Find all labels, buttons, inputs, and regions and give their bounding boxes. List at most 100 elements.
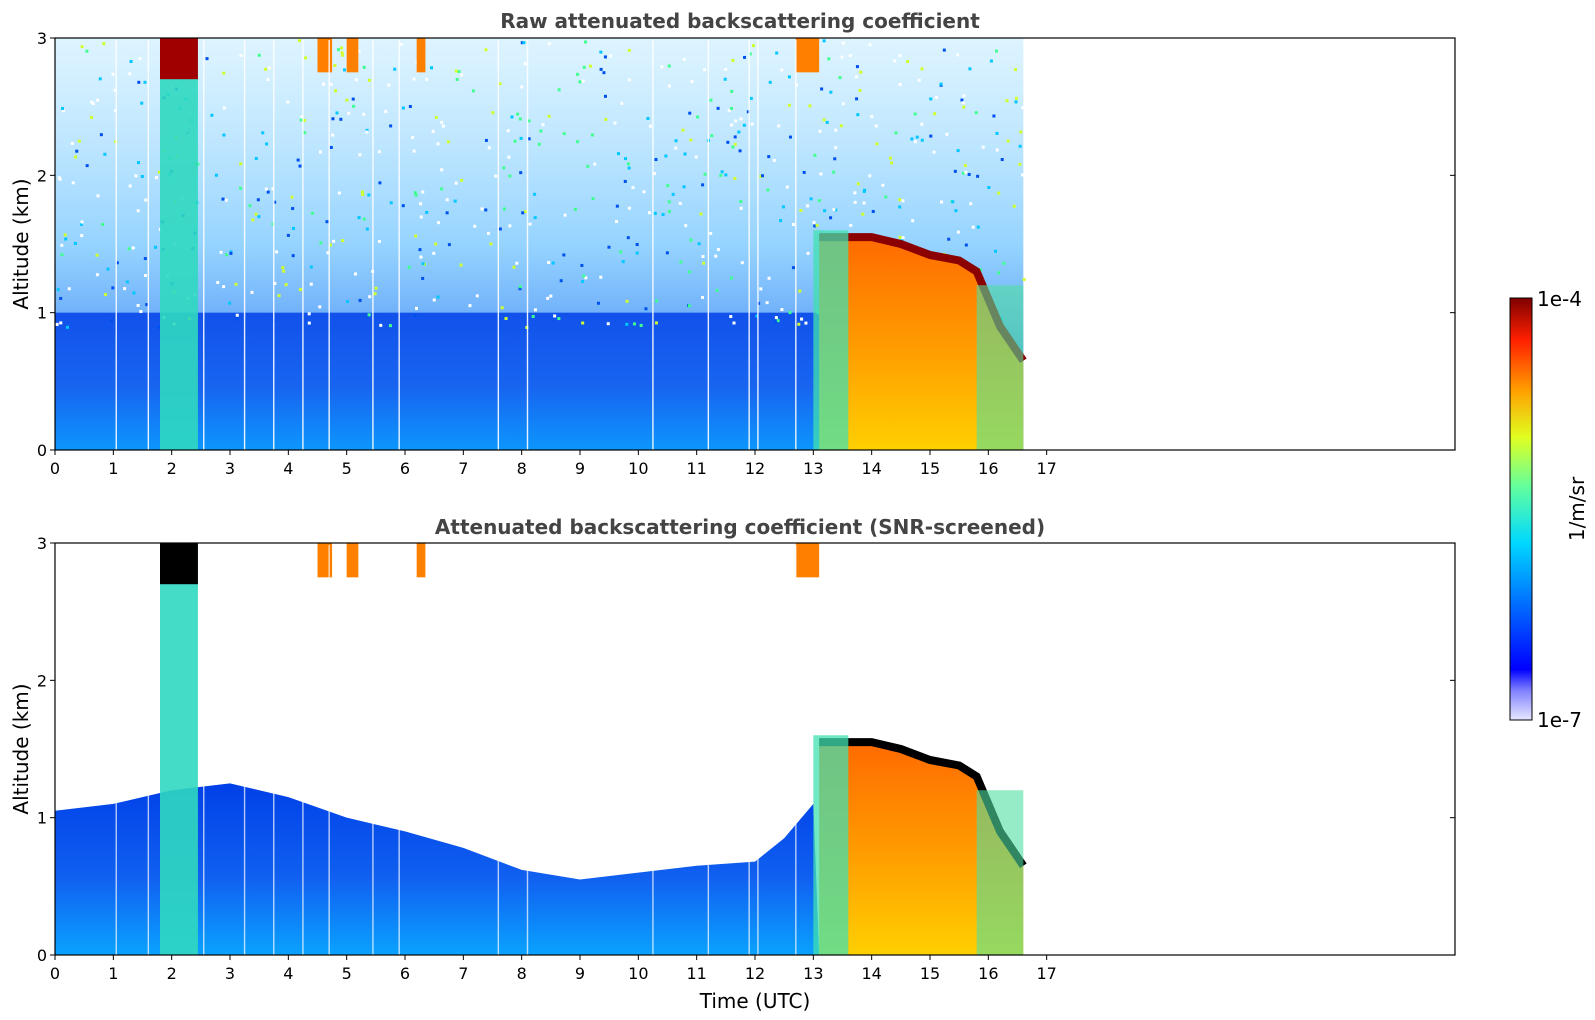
raw-noise-pixel [251, 218, 255, 222]
raw-cloud-tail [976, 285, 1024, 450]
raw-noise-pixel [360, 190, 364, 194]
x-tick-label: 12 [745, 459, 765, 478]
raw-noise-pixel [59, 321, 63, 325]
raw-noise-pixel [515, 261, 519, 265]
raw-noise-pixel [832, 170, 836, 174]
raw-noise-pixel [290, 195, 294, 199]
raw-noise-pixel [667, 64, 671, 68]
raw-noise-pixel [562, 132, 566, 136]
raw-noise-pixel [541, 123, 545, 127]
raw-noise-pixel [1000, 158, 1004, 162]
raw-noise-pixel [956, 53, 960, 57]
screened-virga-column [160, 543, 198, 955]
raw-noise-pixel [273, 200, 277, 204]
raw-x-ticks: 0 1 2 3 4 5 6 7 8 9 10 11 12 13 14 15 16 17 [50, 450, 1057, 478]
raw-noise-pixel [688, 111, 692, 115]
raw-noise-pixel [286, 233, 290, 237]
raw-noise-pixel [606, 322, 610, 326]
raw-noise-pixel [368, 295, 372, 299]
raw-noise-pixel [437, 221, 441, 225]
raw-noise-pixel [377, 150, 381, 154]
raw-noise-pixel [473, 224, 477, 228]
raw-noise-pixel [681, 128, 685, 132]
x-tick-label: 13 [803, 964, 823, 983]
colorbar-gradient [1509, 297, 1533, 721]
raw-noise-pixel [484, 208, 488, 212]
raw-noise-pixel [328, 243, 332, 247]
raw-noise-pixel [709, 98, 713, 102]
raw-noise-pixel [127, 247, 131, 251]
raw-noise-pixel [976, 174, 980, 178]
raw-noise-pixel [96, 98, 100, 102]
raw-noise-pixel [354, 78, 358, 82]
raw-noise-pixel [934, 96, 938, 100]
raw-noise-pixel [508, 224, 512, 228]
raw-noise-pixel [833, 157, 837, 161]
raw-noise-pixel [523, 62, 527, 66]
x-tick-label: 8 [517, 459, 527, 478]
raw-noise-pixel [809, 197, 813, 201]
raw-noise-pixel [727, 109, 731, 113]
raw-noise-pixel [868, 174, 872, 178]
raw-noise-pixel [806, 251, 810, 255]
raw-noise-pixel [502, 207, 506, 211]
raw-noise-pixel [635, 243, 639, 247]
raw-noise-pixel [646, 116, 650, 120]
raw-noise-pixel [581, 321, 585, 325]
raw-noise-pixel [341, 53, 345, 57]
raw-noise-pixel [730, 106, 734, 110]
raw-noise-pixel [546, 296, 550, 300]
raw-noise-pixel [318, 305, 322, 309]
raw-noise-pixel [825, 120, 829, 124]
raw-noise-pixel [1014, 100, 1018, 104]
raw-noise-pixel [440, 187, 444, 191]
raw-noise-pixel [291, 226, 295, 230]
raw-noise-pixel [964, 243, 968, 247]
raw-noise-pixel [603, 55, 607, 59]
raw-noise-pixel [739, 206, 743, 210]
raw-noise-pixel [411, 136, 415, 140]
raw-noise-pixel [498, 82, 502, 86]
raw-noise-pixel [341, 239, 345, 243]
raw-noise-pixel [157, 170, 161, 174]
raw-noise-pixel [800, 317, 804, 321]
screened-cloud-tail [976, 790, 1024, 955]
raw-noise-pixel [137, 80, 141, 84]
y-tick-label: 3 [37, 29, 47, 48]
raw-noise-pixel [520, 85, 524, 89]
raw-noise-pixel [684, 224, 688, 228]
raw-noise-pixel [607, 245, 611, 249]
x-tick-label: 9 [575, 459, 585, 478]
raw-noise-pixel [913, 140, 917, 144]
raw-noise-pixel [421, 262, 425, 266]
raw-noise-pixel [929, 97, 933, 101]
raw-noise-pixel [834, 146, 838, 150]
raw-noise-pixel [337, 191, 341, 195]
raw-noise-pixel [508, 174, 512, 178]
raw-noise-pixel [434, 242, 438, 246]
raw-noise-pixel [709, 231, 713, 235]
raw-noise-pixel [291, 254, 295, 258]
raw-noise-pixel [969, 202, 973, 206]
x-tick-label: 5 [342, 964, 352, 983]
raw-noise-pixel [627, 78, 631, 82]
raw-noise-pixel [690, 80, 694, 84]
raw-noise-pixel [264, 67, 268, 71]
raw-noise-pixel [740, 261, 744, 265]
raw-plot-area [55, 38, 1027, 450]
raw-noise-pixel [582, 65, 586, 69]
raw-noise-pixel [547, 114, 551, 118]
raw-noise-pixel [303, 56, 307, 60]
raw-noise-pixel [995, 148, 999, 152]
raw-noise-pixel [1019, 130, 1023, 134]
x-tick-label: 10 [628, 964, 648, 983]
raw-noise-pixel [460, 73, 464, 77]
raw-noise-pixel [932, 150, 936, 154]
raw-noise-pixel [602, 71, 606, 75]
raw-high-cloud-patch [317, 38, 333, 73]
raw-noise-pixel [361, 192, 365, 196]
raw-noise-pixel [319, 241, 323, 245]
raw-noise-pixel [609, 54, 613, 58]
raw-noise-pixel [551, 261, 555, 265]
raw-noise-pixel [627, 206, 631, 210]
